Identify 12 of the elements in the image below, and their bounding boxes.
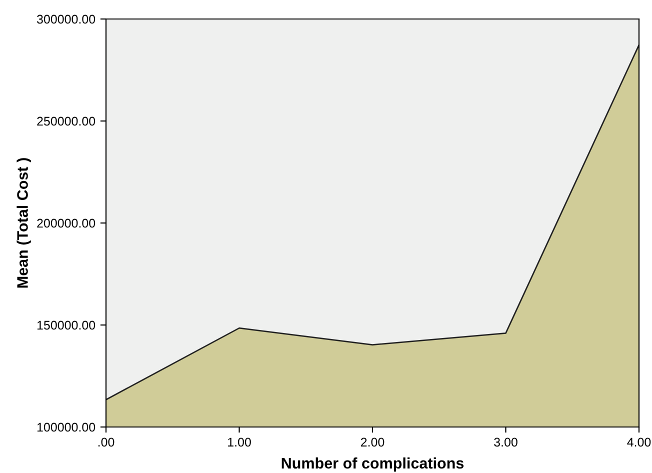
y-tick-label: 300000.00	[36, 14, 96, 24]
x-tick-label: 3.00	[494, 438, 518, 447]
y-axis-title: Mean (Total Cost )	[16, 158, 31, 288]
x-axis-title: Number of complications	[282, 457, 464, 472]
y-tick-label: 100000.00	[37, 422, 96, 432]
y-tick-label: 200000.00	[37, 218, 96, 228]
y-tick-label: 150000.00	[37, 320, 96, 330]
y-tick-label: 250000.00	[37, 116, 96, 126]
x-tick-label: 4.00	[627, 438, 651, 447]
x-tick-label: .00	[98, 438, 114, 447]
x-tick-label: 2.00	[360, 438, 384, 447]
x-tick-label: 1.00	[228, 438, 251, 447]
